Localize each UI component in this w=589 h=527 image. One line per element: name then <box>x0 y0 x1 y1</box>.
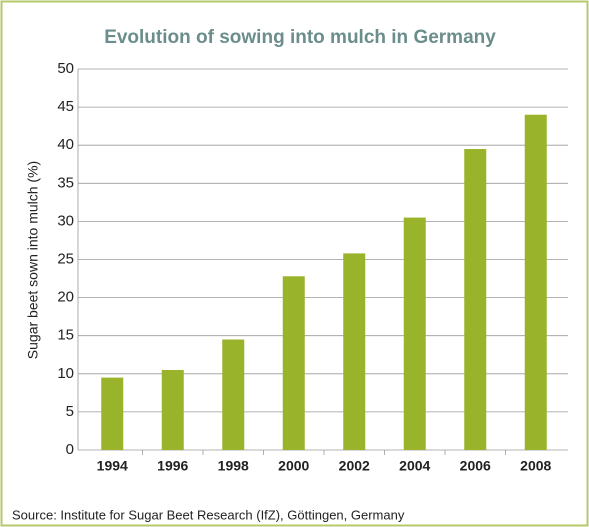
y-tick-label: 45 <box>57 98 74 115</box>
x-tick-label: 1994 <box>97 458 128 474</box>
y-tick-label: 25 <box>57 250 74 267</box>
y-tick-label: 50 <box>57 60 74 77</box>
x-tick-label: 2000 <box>278 458 309 474</box>
x-tick-label: 2008 <box>520 458 551 474</box>
y-tick-label: 35 <box>57 174 74 191</box>
bar <box>343 253 366 450</box>
x-tick-label: 1998 <box>218 458 249 474</box>
y-axis-label: Sugar beet sown into mulch (%) <box>25 161 41 359</box>
bar <box>222 339 245 450</box>
x-tick-label: 2004 <box>399 458 430 474</box>
y-tick-label: 10 <box>57 365 74 382</box>
y-tick-label: 15 <box>57 327 74 344</box>
bar <box>282 276 305 450</box>
y-tick-label: 0 <box>66 441 74 458</box>
x-tick-label: 2006 <box>460 458 491 474</box>
bar <box>161 369 184 450</box>
bar <box>524 114 547 450</box>
bar <box>464 149 487 450</box>
bar <box>403 217 426 450</box>
bar <box>101 377 124 450</box>
source: Source: Institute for Sugar Beet Researc… <box>12 507 405 522</box>
y-tick-label: 30 <box>57 212 74 229</box>
x-tick-label: 1996 <box>157 458 188 474</box>
chart-title: Evolution of sowing into mulch in German… <box>104 27 496 48</box>
y-tick-label: 20 <box>57 289 74 306</box>
x-tick-label: 2002 <box>339 458 370 474</box>
y-tick-label: 5 <box>66 403 74 420</box>
y-tick-label: 40 <box>57 136 74 153</box>
